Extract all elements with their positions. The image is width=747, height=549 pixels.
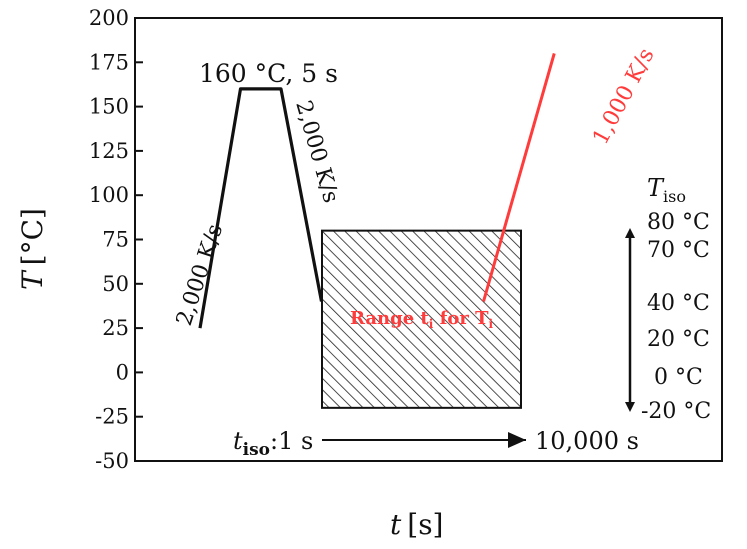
y-tick-label: 0 (116, 360, 129, 384)
Tiso-value-label: 80 °C (647, 210, 710, 235)
Tiso-value-label: 20 °C (647, 327, 710, 352)
y-tick-label: 200 (89, 6, 129, 30)
y-tick-label: 175 (89, 50, 129, 74)
y-tick-label: 100 (89, 183, 129, 207)
y-tick-label: -50 (95, 449, 129, 473)
isothermal-range-box (321, 229, 522, 409)
y-tick-label: 125 (89, 139, 129, 163)
annotation-range: Range ti for Ti (350, 308, 493, 331)
y-tick-label: 150 (89, 95, 129, 119)
annotation-cool-rate: 2,000 K/s (290, 98, 343, 206)
Tiso-heading: Tiso (647, 174, 686, 206)
annotation-tiso: tiso:1 s (233, 427, 313, 460)
annotation-final-heat-rate: 1,000 K/s (588, 44, 659, 149)
tiso-range-bar-bottom-arrow (625, 402, 635, 412)
Tiso-value-label: 70 °C (647, 238, 710, 263)
Tiso-value-label: 40 °C (647, 291, 710, 316)
Tiso-values: 80 °C 70 °C 40 °C 20 °C 0 °C -20 °C (641, 210, 711, 424)
y-tick-label: 75 (102, 228, 129, 252)
final-heating-line (482, 53, 556, 302)
annotation-tiso-end: 10,000 s (535, 427, 639, 455)
y-tick-label: 25 (102, 316, 129, 340)
annotation-heat-rate: 2,000 K/s (172, 221, 228, 329)
Tiso-value-label: -20 °C (641, 399, 711, 424)
annotation-hold: 160 °C, 5 s (199, 59, 338, 88)
temperature-profile-line (198, 87, 324, 329)
y-axis-label: T[°C] (16, 208, 49, 290)
y-tick-label: -25 (95, 405, 129, 429)
y-tick-label: 50 (102, 272, 129, 296)
Tiso-value-label: 0 °C (654, 365, 703, 390)
y-axis-ticks: -50 -25 0 25 50 75 100 125 150 175 200 (89, 6, 143, 473)
tiso-range-bar-top-arrow (625, 228, 635, 238)
x-axis-label: t [s] (390, 508, 443, 541)
